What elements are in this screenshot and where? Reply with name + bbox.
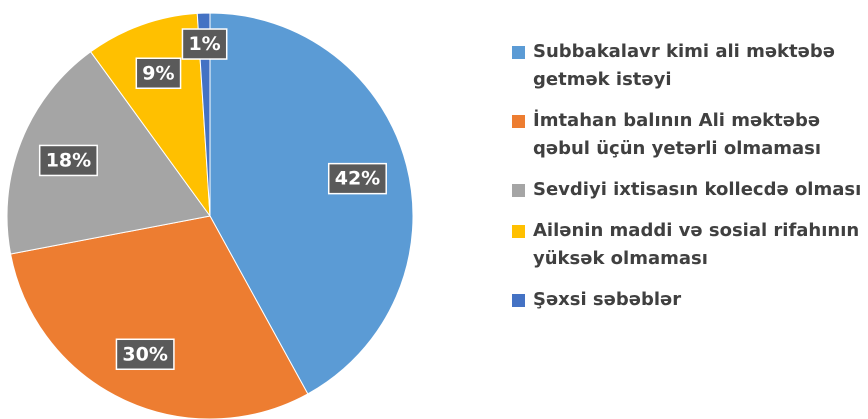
data-label: 1% xyxy=(181,28,228,60)
legend-swatch xyxy=(512,184,525,197)
pie-slice xyxy=(209,12,414,395)
legend-swatch xyxy=(512,225,525,238)
legend-label: Ailənin maddi və sosial rifahının yüksək… xyxy=(533,220,860,269)
data-label: 30% xyxy=(115,338,175,371)
legend-item: Ailənin maddi və sosial rifahının yüksək… xyxy=(512,217,862,273)
data-label-text: 9% xyxy=(142,62,174,84)
legend-item: Subbakalavr kimi ali məktəbə getmək istə… xyxy=(512,38,862,94)
data-label: 42% xyxy=(327,162,387,195)
pie-slice xyxy=(10,215,309,419)
legend-swatch xyxy=(512,294,525,307)
legend-item: Şəxsi səbəblər xyxy=(512,286,862,314)
data-label-text: 30% xyxy=(122,343,167,365)
legend-swatch xyxy=(512,115,525,128)
data-label-box xyxy=(115,338,175,371)
legend-swatch xyxy=(512,46,525,59)
legend-label: Subbakalavr kimi ali məktəbə getmək istə… xyxy=(533,41,835,90)
legend-label: Sevdiyi ixtisasın kollecdə olması xyxy=(533,179,862,200)
data-label-box xyxy=(38,144,98,177)
legend-label: İmtahan balının Ali məktəbə qəbul üçün y… xyxy=(533,110,822,159)
legend-label: Şəxsi səbəblər xyxy=(533,289,682,310)
data-label-box xyxy=(327,162,387,195)
data-label: 9% xyxy=(135,57,182,90)
data-label: 18% xyxy=(38,144,98,177)
data-label-text: 1% xyxy=(188,33,220,55)
data-label-box xyxy=(181,28,228,60)
data-label-box xyxy=(135,57,182,90)
pie-slice xyxy=(196,12,211,217)
legend-item: İmtahan balının Ali məktəbə qəbul üçün y… xyxy=(512,107,862,163)
pie-slice xyxy=(6,51,211,255)
legend-item: Sevdiyi ixtisasın kollecdə olması xyxy=(512,176,862,204)
data-label-text: 18% xyxy=(46,149,91,171)
legend: Subbakalavr kimi ali məktəbə getmək istə… xyxy=(512,38,862,314)
data-label-text: 42% xyxy=(335,168,380,190)
